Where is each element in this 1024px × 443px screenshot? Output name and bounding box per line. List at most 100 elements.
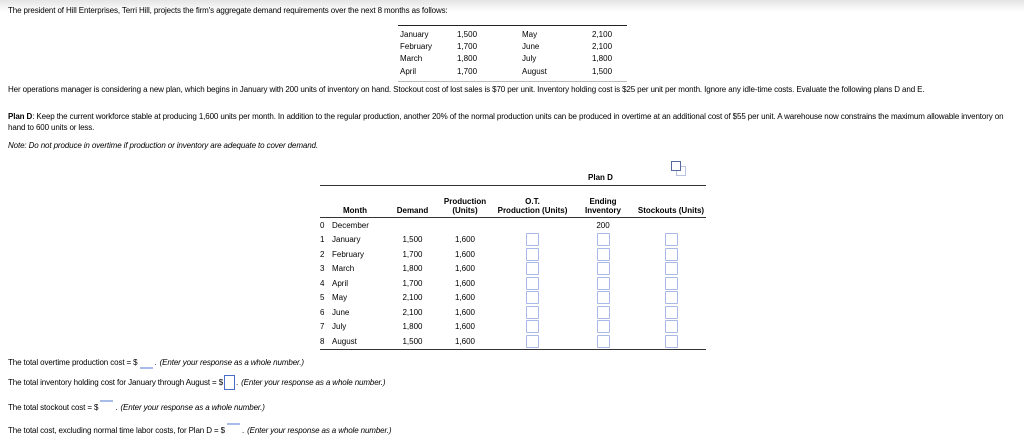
total-cost-input[interactable] bbox=[226, 423, 240, 436]
month-label: July bbox=[522, 54, 537, 64]
question-total-cost: The total cost, excluding normal time la… bbox=[8, 423, 392, 437]
question-instruction: (Enter your response as a whole number.) bbox=[241, 378, 386, 387]
month-label: August bbox=[522, 66, 547, 76]
intro-paragraph: The president of Hill Enterprises, Terri… bbox=[8, 6, 448, 15]
column-header-month: Month bbox=[343, 206, 367, 215]
table-bottom-rule bbox=[320, 348, 706, 350]
month-cell: 5 May bbox=[320, 293, 348, 303]
ot-production-input-july[interactable] bbox=[495, 320, 570, 334]
question-holding-cost: The total inventory holding cost for Jan… bbox=[8, 375, 386, 390]
question-text: The total cost, excluding normal time la… bbox=[8, 426, 225, 435]
table-row-april: 4 April 1,700 1,600 bbox=[320, 276, 706, 291]
demand-cell: 1,700 bbox=[402, 249, 423, 259]
question-text: The total stockout cost = $ bbox=[8, 403, 99, 412]
demand-cell: 1,500 bbox=[402, 336, 423, 346]
demand-value: 1,800 bbox=[592, 54, 613, 64]
copy-table-icon[interactable] bbox=[671, 161, 687, 177]
production-cell: 1,600 bbox=[454, 322, 476, 332]
ot-production-input-march[interactable] bbox=[495, 262, 570, 276]
column-header-ot-production: O.T. Production (Units) bbox=[497, 197, 568, 215]
copy-icon-front-square bbox=[671, 161, 681, 171]
stockouts-input-march[interactable] bbox=[636, 262, 706, 276]
demand-value: 2,100 bbox=[592, 42, 613, 52]
month-label: February bbox=[400, 42, 433, 52]
month-cell: 3 March bbox=[320, 264, 355, 274]
ot-production-input-may[interactable] bbox=[495, 291, 570, 305]
ending-inventory-input-july[interactable] bbox=[570, 320, 636, 334]
ending-inventory-input-january[interactable] bbox=[570, 233, 636, 247]
stockouts-input-june[interactable] bbox=[636, 305, 706, 319]
column-header-demand: Demand bbox=[396, 206, 429, 215]
month-cell: 2 February bbox=[320, 249, 365, 259]
demand-value: 1,700 bbox=[457, 66, 478, 76]
month-cell: 4 April bbox=[320, 278, 349, 288]
question-instruction: (Enter your response as a whole number.) bbox=[247, 426, 392, 435]
stockouts-input-february[interactable] bbox=[636, 247, 706, 261]
month-label: March bbox=[400, 54, 423, 64]
ot-production-input-april[interactable] bbox=[495, 276, 570, 290]
plan-d-label: Plan D bbox=[8, 112, 33, 121]
question-text: The total overtime production cost = $ bbox=[8, 358, 138, 367]
production-cell: 1,600 bbox=[454, 278, 476, 288]
ending-inventory-input-february[interactable] bbox=[570, 247, 636, 261]
ot-production-input-june[interactable] bbox=[495, 305, 570, 319]
table-row-december: 0 December 200 bbox=[320, 218, 706, 233]
stockouts-input-may[interactable] bbox=[636, 291, 706, 305]
stockout-cost-input[interactable] bbox=[100, 400, 114, 413]
plan-d-table-title: Plan D bbox=[588, 173, 613, 182]
ending-inventory-input-august[interactable] bbox=[570, 334, 636, 348]
ot-production-input-august[interactable] bbox=[495, 334, 570, 348]
month-label: May bbox=[522, 29, 538, 39]
demand-cell: 1,500 bbox=[402, 235, 423, 245]
demand-cell: 1,700 bbox=[402, 278, 423, 288]
ot-production-input-february[interactable] bbox=[495, 247, 570, 261]
production-cell: 1,600 bbox=[454, 307, 476, 317]
column-header-stockouts: Stockouts (Units) bbox=[637, 206, 705, 215]
stockouts-input-august[interactable] bbox=[636, 334, 706, 348]
question-text: The total inventory holding cost for Jan… bbox=[8, 378, 224, 387]
table-row-march: 3 March 1,800 1,600 bbox=[320, 262, 706, 277]
table-row-july: 7 July 1,800 1,600 bbox=[320, 320, 706, 335]
plan-d-table: Plan D Month Demand Production (Units) O.… bbox=[320, 166, 706, 350]
question-stockout-cost: The total stockout cost = $ . (Enter you… bbox=[8, 400, 265, 414]
table-row-february: 2 February 1,700 1,600 bbox=[320, 247, 706, 262]
holding-cost-input[interactable] bbox=[224, 375, 236, 390]
column-header-ending-inventory: Ending Inventory bbox=[584, 197, 621, 215]
table-row-january: 1 January 1,500 1,600 bbox=[320, 233, 706, 248]
table-row-may: 5 May 2,100 1,600 bbox=[320, 291, 706, 306]
month-cell: 7 July bbox=[320, 322, 347, 332]
overtime-cost-input[interactable] bbox=[139, 356, 153, 369]
ending-inventory-input-march[interactable] bbox=[570, 262, 636, 276]
demand-cell: 2,100 bbox=[402, 307, 423, 317]
production-cell: 1,600 bbox=[454, 336, 476, 346]
ot-production-input-january[interactable] bbox=[495, 233, 570, 247]
plan-d-paragraph: Plan D: Keep the current workforce stabl… bbox=[8, 111, 1014, 133]
month-cell: 1 January bbox=[320, 235, 361, 245]
production-cell: 1,600 bbox=[454, 235, 476, 245]
plan-d-text: : Keep the current workforce stable at p… bbox=[8, 112, 1004, 132]
plan-d-table-title-row: Plan D bbox=[320, 166, 706, 186]
production-cell: 1,600 bbox=[454, 249, 476, 259]
ending-inventory-input-may[interactable] bbox=[570, 291, 636, 305]
demand-cell: 1,800 bbox=[402, 322, 423, 332]
table-row: February 1,700 June 2,100 bbox=[398, 40, 627, 52]
demand-cell: 2,100 bbox=[402, 293, 423, 303]
table-row: April 1,700 August 1,500 bbox=[398, 65, 627, 77]
ending-inventory-input-june[interactable] bbox=[570, 305, 636, 319]
aggregate-demand-table: January 1,500 May 2,100 February 1,700 J… bbox=[398, 25, 627, 82]
ending-inventory-input-april[interactable] bbox=[570, 276, 636, 290]
stockouts-input-january[interactable] bbox=[636, 233, 706, 247]
demand-cell: 1,800 bbox=[402, 264, 423, 274]
month-cell: 8 August bbox=[320, 336, 357, 346]
table-row: January 1,500 May 2,100 bbox=[398, 28, 627, 40]
demand-value: 1,800 bbox=[457, 54, 478, 64]
month-cell: 6 June bbox=[320, 307, 350, 317]
table-row-june: 6 June 2,100 1,600 bbox=[320, 305, 706, 320]
column-header-production: Production (Units) bbox=[443, 197, 487, 215]
stockouts-input-july[interactable] bbox=[636, 320, 706, 334]
plan-d-table-header: Month Demand Production (Units) O.T. Produ… bbox=[320, 186, 706, 218]
month-label: January bbox=[400, 29, 429, 39]
ending-inventory-initial: 200 bbox=[596, 220, 610, 230]
stockouts-input-april[interactable] bbox=[636, 276, 706, 290]
table-row: March 1,800 July 1,800 bbox=[398, 53, 627, 65]
